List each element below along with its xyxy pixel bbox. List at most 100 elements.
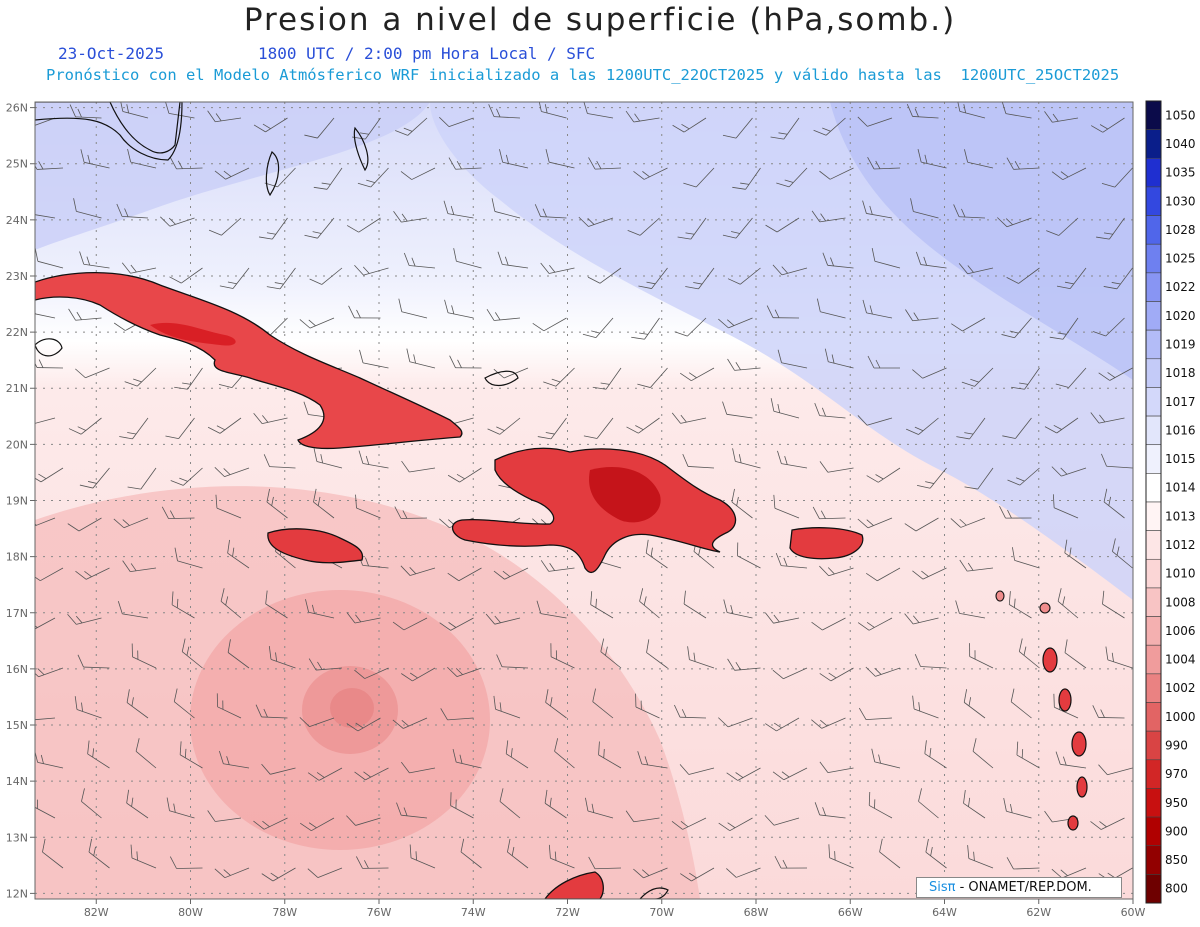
wind-barb <box>997 217 1032 228</box>
wind-barb <box>79 251 110 269</box>
colorbar-label: 1020 <box>1165 309 1196 323</box>
wind-barb <box>917 149 947 169</box>
wind-barb <box>538 102 567 119</box>
colorbar-label: 1000 <box>1165 710 1196 724</box>
lat-label: 15N <box>6 719 28 732</box>
colorbar-swatch <box>1145 845 1162 875</box>
wind-barb <box>645 539 668 569</box>
wind-barb <box>592 688 614 719</box>
wind-barb <box>348 305 381 319</box>
wind-barb <box>674 317 707 337</box>
colorbar-swatch <box>1145 243 1162 274</box>
wind-barb <box>488 104 521 119</box>
wind-barb <box>80 149 110 169</box>
wind-barb <box>67 613 102 625</box>
wind-barb <box>1007 467 1040 486</box>
lat-label: 20N <box>6 438 28 451</box>
wind-barb <box>1008 591 1032 619</box>
wind-barb <box>450 792 474 819</box>
wind-barb <box>950 517 986 528</box>
wind-barb <box>1064 639 1087 669</box>
model-description: Pronóstico con el Modelo Atmósferico WRF… <box>46 66 1120 84</box>
colorbar-swatch <box>1145 759 1162 789</box>
lat-label: 21N <box>6 382 28 395</box>
wind-barb <box>537 417 567 440</box>
wind-barb <box>169 856 203 869</box>
wind-barb <box>265 590 288 619</box>
colorbar-label: 990 <box>1165 738 1188 752</box>
wind-barb <box>813 117 846 136</box>
wind-barb <box>313 488 335 519</box>
wind-barb <box>75 367 110 379</box>
wind-barb <box>161 506 195 520</box>
wind-barb <box>824 348 854 369</box>
wind-barb <box>214 467 250 478</box>
wind-barb <box>1056 267 1087 290</box>
wind-barb <box>119 417 149 440</box>
lon-label: 68W <box>744 906 769 919</box>
wind-barb <box>181 638 203 669</box>
wind-barb <box>1092 317 1125 337</box>
wind-barb <box>214 167 250 180</box>
wind-barb <box>545 149 575 169</box>
wind-barb <box>68 308 102 321</box>
wind-barb <box>208 217 242 236</box>
wind-barb <box>1064 539 1087 569</box>
wind-barb <box>487 417 521 435</box>
colorbar-label: 1025 <box>1165 252 1196 266</box>
lon-label: 76W <box>367 906 392 919</box>
wind-barb <box>857 116 893 127</box>
wind-barb <box>958 263 994 275</box>
wind-barb <box>307 767 343 781</box>
wind-barb <box>116 203 149 219</box>
wind-barb <box>633 167 668 180</box>
wind-barb <box>124 367 157 387</box>
wind-barb <box>770 117 800 140</box>
wind-barb <box>1010 688 1032 719</box>
wind-barb <box>403 252 436 269</box>
wind-barb <box>812 506 846 520</box>
colorbar-label: 1018 <box>1165 366 1196 380</box>
wind-barb <box>126 789 149 819</box>
wind-barb <box>685 267 715 290</box>
credit-box: Sisπ - ONAMET/REP.DOM. <box>916 877 1122 898</box>
wind-barb <box>505 740 529 769</box>
wind-barb <box>35 617 56 631</box>
wind-barb <box>69 104 102 119</box>
wind-barb <box>727 358 761 371</box>
wind-barb <box>395 117 428 136</box>
wind-barb <box>775 552 808 569</box>
colorbar-swatch <box>1145 788 1162 818</box>
wind-barb <box>1006 267 1040 284</box>
wind-barb <box>536 600 567 619</box>
wind-barb <box>439 117 474 128</box>
wind-barb <box>491 198 521 219</box>
wind-barb <box>912 695 939 719</box>
lat-label: 17N <box>6 607 28 620</box>
credit-text: - ONAMET/REP.DOM. <box>955 880 1092 895</box>
colorbar-label: 1006 <box>1165 624 1196 638</box>
wind-barb <box>354 667 389 679</box>
wind-barb <box>822 252 854 269</box>
wind-barb <box>35 567 64 582</box>
landmasses <box>35 102 1088 899</box>
wind-barb <box>964 467 994 490</box>
wind-barb <box>951 317 986 332</box>
wind-barb <box>867 355 901 369</box>
wind-barb <box>179 741 203 769</box>
wind-barb <box>1016 741 1040 769</box>
wind-barb <box>925 838 947 869</box>
wind-barb <box>866 567 901 582</box>
wind-barb <box>969 643 994 669</box>
wind-barb <box>227 639 250 669</box>
wind-barb <box>583 102 614 119</box>
colorbar-swatch <box>1145 473 1162 503</box>
colorbar-label: 1015 <box>1165 452 1196 466</box>
wind-barb <box>955 600 986 619</box>
wind-barb <box>726 867 761 878</box>
wind-barb <box>967 845 994 869</box>
wind-barb <box>819 167 854 180</box>
wind-barb <box>777 349 808 369</box>
wind-barb <box>1101 453 1133 469</box>
